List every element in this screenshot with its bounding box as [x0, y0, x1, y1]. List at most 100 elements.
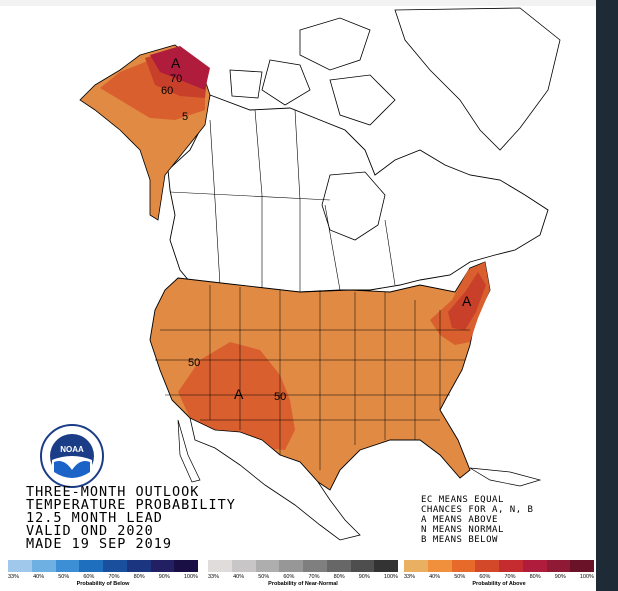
legend-swatch — [546, 560, 571, 572]
logo-text: NOAA — [60, 445, 84, 454]
legend-tick-label: 80% — [333, 574, 345, 580]
legend-tick-label: 90% — [158, 574, 170, 580]
legend-tick-label: 60% — [283, 574, 295, 580]
legend-tick-label: 33% — [8, 574, 20, 580]
legend-swatch — [570, 560, 594, 572]
legend-tick-label: 90% — [554, 574, 566, 580]
legend-above-bar — [404, 560, 594, 572]
legend-tick-label: 50% — [454, 574, 466, 580]
contour-label-50-sw-left: 50 — [188, 357, 200, 369]
legend-swatch — [79, 560, 103, 572]
legend-tick-label: 90% — [358, 574, 370, 580]
legend-swatch — [126, 560, 151, 572]
legend-tick-label: 50% — [58, 574, 70, 580]
legend-swatch — [103, 560, 127, 572]
legend-below-ticks: 33% 40% 50% 60% 70% 80% 90% 100% — [8, 574, 198, 580]
category-marker-alaska: A — [171, 55, 181, 71]
contour-label-70: 70 — [170, 73, 182, 85]
outlook-map: 70 60 5 50 50 A A A — [79, 7, 561, 541]
alaska-above-70 — [150, 46, 210, 90]
legend-tick-label: 70% — [308, 574, 320, 580]
noaa-logo-icon: NOAA — [40, 424, 104, 488]
legend-above: 33% 40% 50% 60% 70% 80% 90% 100% Probability of… — [404, 560, 594, 591]
arctic-landmasses — [229, 7, 561, 151]
category-marker-southwest: A — [234, 386, 244, 402]
window-edge — [596, 0, 618, 591]
legend-below-bar — [8, 560, 198, 572]
key-line-5: B MEANS BELOW — [421, 535, 498, 545]
legend-below: 33% 40% 50% 60% 70% 80% 90% 100% Probability of… — [8, 560, 198, 591]
legend-tick-label: 70% — [504, 574, 516, 580]
legend-tick-label: 33% — [208, 574, 220, 580]
legend-swatch — [374, 560, 398, 572]
legend-near-normal-bar — [208, 560, 398, 572]
mexico — [189, 417, 361, 541]
legend-swatch — [326, 560, 351, 572]
legend-swatch — [150, 560, 175, 572]
ellesmere-island — [299, 17, 371, 71]
legend-swatch — [350, 560, 375, 572]
contour-label-50-sw-right: 50 — [274, 391, 286, 403]
legend-swatch — [522, 560, 547, 572]
legend-tick-label: 70% — [108, 574, 120, 580]
legend-swatch — [255, 560, 280, 572]
legend-tick-label: 40% — [233, 574, 245, 580]
legend-above-ticks: 33% 40% 50% 60% 70% 80% 90% 100% — [404, 574, 594, 580]
legend-swatch — [31, 560, 56, 572]
key-line-4: N MEANS NORMAL — [421, 525, 504, 535]
legend-tick-label: 60% — [479, 574, 491, 580]
legend-tick-label: 100% — [383, 574, 398, 580]
legend-below-caption: Probability of Below — [76, 581, 130, 587]
legend-near-normal-caption: Probability of Near-Normal — [268, 581, 338, 587]
legend-swatch — [303, 560, 327, 572]
legend-tick-label: 60% — [83, 574, 95, 580]
legend-tick-label: 100% — [579, 574, 594, 580]
legend-swatch — [451, 560, 476, 572]
key-line-1: EC MEANS EQUAL — [421, 495, 504, 505]
title-block: THREE-MONTH OUTLOOK TEMPERATURE PROBABIL… — [26, 484, 236, 552]
legend-swatch — [404, 560, 428, 572]
baffin-island — [329, 74, 396, 126]
legend-swatch — [427, 560, 452, 572]
province-borders — [169, 109, 396, 292]
legend-swatch — [8, 560, 32, 572]
hudson-bay — [321, 171, 386, 241]
legend-swatch — [208, 560, 232, 572]
cuba — [469, 467, 542, 487]
state-borders — [155, 285, 470, 470]
key-block: EC MEANS EQUAL CHANCES FOR A, N, B A MEA… — [421, 495, 533, 545]
legend-near-normal-ticks: 33% 40% 50% 60% 70% 80% 90% 100% — [208, 574, 398, 580]
southwest-above-50 — [178, 342, 295, 450]
title-line-3: 12.5 MONTH LEAD — [26, 510, 163, 526]
greenland — [394, 7, 561, 151]
contour-label-60: 60 — [161, 85, 173, 97]
category-marker-northeast: A — [462, 293, 472, 309]
baja-california — [177, 419, 201, 483]
legend-near-normal: 33% 40% 50% 60% 70% 80% 90% 100% Probability of… — [208, 560, 398, 591]
legend-swatch — [475, 560, 499, 572]
legend-swatch — [499, 560, 523, 572]
northeast-above-60 — [448, 272, 486, 330]
key-line-3: A MEANS ABOVE — [421, 515, 498, 525]
title-line-5: MADE 19 SEP 2019 — [26, 536, 173, 552]
legend-swatch — [231, 560, 256, 572]
contour-label-50-alaska: 5 — [182, 111, 188, 123]
legend-tick-label: 33% — [404, 574, 416, 580]
legend-tick-label: 80% — [133, 574, 145, 580]
legend-tick-label: 40% — [429, 574, 441, 580]
legend-tick-label: 50% — [258, 574, 270, 580]
title-line-2: TEMPERATURE PROBABILITY — [26, 497, 236, 513]
top-bar — [0, 0, 596, 6]
title-line-4: VALID OND 2020 — [26, 523, 154, 539]
legend-swatch — [174, 560, 198, 572]
legend-swatch — [279, 560, 303, 572]
key-line-2: CHANCES FOR A, N, B — [421, 505, 534, 515]
arctic-island-2 — [229, 69, 263, 99]
legend-tick-label: 40% — [33, 574, 45, 580]
arctic-island-1 — [261, 59, 311, 106]
legend-above-caption: Probability of Above — [472, 581, 526, 587]
title-line-1: THREE-MONTH OUTLOOK — [26, 484, 200, 500]
legend-tick-label: 80% — [529, 574, 541, 580]
legend-tick-label: 100% — [183, 574, 198, 580]
legend-swatch — [55, 560, 80, 572]
